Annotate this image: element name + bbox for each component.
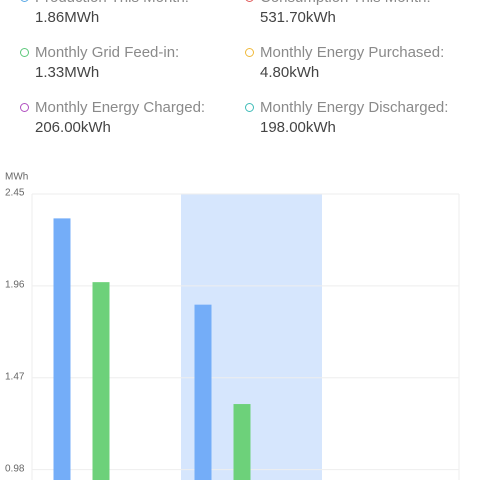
bar bbox=[233, 404, 251, 480]
stat-label: Monthly Grid Feed-in: bbox=[35, 44, 180, 61]
y-tick-label: 2.45 bbox=[5, 188, 25, 199]
stat-icon bbox=[245, 103, 254, 112]
stat-value: 198.00kWh bbox=[260, 119, 336, 136]
y-tick-label: 0.98 bbox=[5, 463, 25, 474]
stat-value: 206.00kWh bbox=[35, 119, 111, 136]
y-tick-label: 1.96 bbox=[5, 280, 25, 291]
unit-label: MWh bbox=[5, 172, 28, 183]
bar bbox=[194, 304, 212, 480]
stat-value: 4.80kWh bbox=[260, 64, 320, 81]
stat-icon bbox=[245, 48, 254, 57]
stat-label: Monthly Energy Charged: bbox=[35, 99, 206, 116]
stat-value: 1.86MWh bbox=[35, 9, 100, 26]
stat-label: Consumption This Month: bbox=[260, 0, 431, 8]
y-tick-label: 1.47 bbox=[5, 371, 25, 382]
stat-label: Production This Month: bbox=[35, 0, 189, 8]
stat-label: Monthly Energy Discharged: bbox=[260, 99, 449, 116]
stat-value: 531.70kWh bbox=[260, 9, 336, 26]
bar bbox=[92, 282, 110, 480]
stat-icon bbox=[20, 48, 29, 57]
stat-value: 1.33MWh bbox=[35, 64, 100, 81]
stat-label: Monthly Energy Purchased: bbox=[260, 44, 445, 61]
bar bbox=[53, 218, 71, 480]
stat-icon bbox=[20, 103, 29, 112]
